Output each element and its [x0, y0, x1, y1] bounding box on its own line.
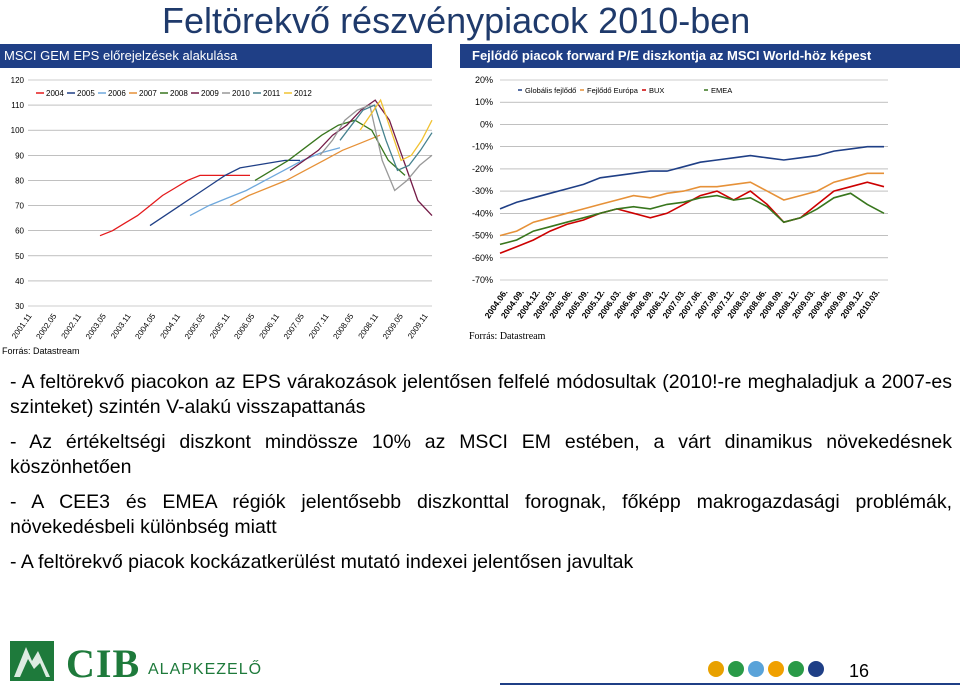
bullet-list: - A feltörekvő piacokon az EPS várakozás… [10, 370, 952, 575]
y-tick-label: -20% [472, 164, 493, 174]
bullet-item: - A feltörekvő piacokon az EPS várakozás… [10, 371, 952, 418]
x-tick-label: 2003.05 [84, 312, 108, 341]
y-tick-label: 110 [11, 101, 24, 110]
x-tick-label: 2002.05 [34, 312, 58, 341]
legend-label: 2004 [46, 89, 64, 98]
right-chart-source: Forrás: Datastream [469, 331, 546, 342]
page-title: Feltörekvő részvénypiacok 2010-ben [162, 0, 751, 41]
x-tick-label: 2006.11 [258, 312, 282, 341]
y-tick-label: -70% [472, 275, 493, 285]
footer-dots [708, 661, 824, 677]
y-tick-label: -10% [472, 142, 493, 152]
y-tick-label: -40% [472, 208, 493, 218]
x-tick-label: 2006.05 [232, 312, 256, 341]
series-line [499, 192, 885, 246]
series-line [499, 172, 884, 237]
series-line [499, 181, 885, 255]
legend-label: 2005 [77, 89, 95, 98]
x-tick-label: 2003.11 [109, 312, 133, 341]
y-tick-label: 80 [15, 176, 24, 185]
y-tick-label: 50 [15, 252, 24, 261]
y-tick-label: 20% [475, 75, 493, 85]
legend-label: 2006 [108, 89, 126, 98]
y-tick-label: 120 [11, 76, 25, 85]
brand-dot [728, 661, 744, 677]
x-tick-label: 2004.11 [159, 312, 183, 341]
bullet-item: - A feltörekvő piacok kockázatkerülést m… [10, 551, 634, 573]
left-chart-header: MSCI GEM EPS előrejelzések alakulása [0, 44, 432, 68]
x-tick-label: 2007.11 [307, 312, 331, 341]
brand-dot [708, 661, 724, 677]
x-tick-label: 2008.05 [331, 312, 355, 341]
x-tick-label: 2004.05 [133, 312, 157, 341]
brand-name: CIB [66, 641, 141, 686]
x-tick-label: 2001.11 [10, 312, 34, 341]
y-tick-label: 90 [15, 151, 24, 160]
y-tick-label: 100 [11, 126, 25, 135]
y-tick-label: 10% [475, 97, 493, 107]
y-tick-label: 0% [480, 119, 493, 129]
legend-label: 2009 [201, 89, 219, 98]
x-tick-label: 2009.05 [381, 312, 405, 341]
series-line [289, 99, 433, 217]
x-tick-label: 2007.05 [282, 312, 306, 341]
x-tick-label: 2005.05 [183, 312, 207, 341]
legend-label: 2008 [170, 89, 188, 98]
cib-logo-icon [10, 641, 54, 681]
brand-dot [768, 661, 784, 677]
series-line [149, 159, 300, 227]
y-tick-label: -30% [472, 186, 493, 196]
brand-dot [808, 661, 824, 677]
series-line [359, 98, 433, 162]
footer-graphics [10, 641, 960, 685]
series-line [499, 145, 884, 210]
legend-label: BUX [649, 86, 664, 95]
brand-dot [748, 661, 764, 677]
pe-discount-chart: 20% 10% 0% -10% -20% -30% -40% -50% -60% -70% 2004… [460, 68, 960, 333]
right-chart-header: Fejlődő piacok forward P/E diszkontja az… [460, 44, 960, 68]
y-tick-label: 30 [15, 302, 24, 311]
y-tick-label: 70 [15, 202, 24, 211]
legend-label: Globális fejlődő [525, 86, 576, 95]
series-line [319, 104, 433, 192]
bullet-item: - A CEE3 és EMEA régiók jelentősebb disz… [10, 491, 952, 538]
page-number: 16 [849, 661, 870, 681]
legend-label: 2012 [294, 89, 312, 98]
pe-discount-chart-svg: 20%10%0%-10%-20%-30%-40%-50%-60%-70%2004… [472, 75, 888, 320]
footer [0, 635, 960, 685]
series-line [339, 104, 433, 172]
series-line [189, 147, 341, 217]
y-tick-label: -60% [472, 253, 493, 263]
series-line [229, 134, 381, 207]
series-line [254, 119, 406, 181]
legend-label: 2007 [139, 89, 157, 98]
brand-sub: ALAPKEZELŐ [148, 661, 263, 678]
x-tick-label: 2008.11 [357, 312, 381, 341]
legend-label: EMEA [711, 86, 732, 95]
x-tick-label: 2005.11 [208, 312, 232, 341]
legend-label: 2011 [263, 89, 281, 98]
y-tick-label: -50% [472, 231, 493, 241]
y-tick-label: 60 [15, 227, 24, 236]
x-tick-label: 2009.11 [406, 312, 430, 341]
x-tick-label: 2002.11 [60, 312, 84, 341]
left-chart-source: Forrás: Datastream [2, 346, 80, 356]
legend-label: 2010 [232, 89, 250, 98]
y-tick-label: 40 [15, 277, 24, 286]
brand-dot [788, 661, 804, 677]
legend-label: Fejlődő Európa [587, 86, 639, 95]
eps-chart: 120 110 100 90 80 70 60 50 40 30 2001.11 2002.05 200… [0, 68, 460, 351]
bullet-item: - Az értékeltségi diszkont mindössze 10%… [10, 431, 952, 478]
